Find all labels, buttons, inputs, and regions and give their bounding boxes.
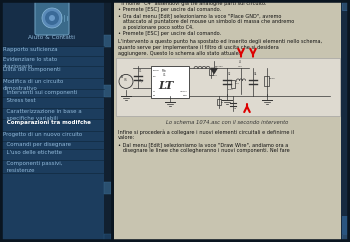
Text: • Premete [ESC] per uscire dal comando.: • Premete [ESC] per uscire dal comando. (118, 31, 221, 36)
Text: 0.?h: 0.?h (238, 66, 242, 68)
Text: Progetto di un nuovo circuito: Progetto di un nuovo circuito (3, 132, 82, 137)
Polygon shape (211, 68, 217, 73)
Text: Stress test: Stress test (3, 98, 36, 103)
Text: Infine si procederà a collegare i nuovi elementi circuitali e definirne il: Infine si procederà a collegare i nuovi … (118, 129, 294, 135)
Text: Evidenziare lo stato
stazionario: Evidenziare lo stato stazionario (3, 57, 57, 68)
Bar (104, 234, 111, 242)
Text: L'intervento a questo punto ha spostato ed inserito degli elementi nello schema,: L'intervento a questo punto ha spostato … (118, 39, 322, 44)
Bar (264, 76, 269, 86)
Text: GND: GND (183, 95, 188, 96)
Bar (116, 58, 340, 116)
Text: valore:: valore: (118, 135, 135, 140)
Bar (209, 69, 213, 76)
Text: disegnare le linee che collegheranno i nuovi componenti. Nel fare: disegnare le linee che collegheranno i n… (118, 148, 290, 153)
Circle shape (45, 11, 59, 25)
Bar (342, 234, 349, 242)
Text: quanto serve per implementare il filtro di uscita che si desidera: quanto serve per implementare il filtro … (118, 45, 279, 50)
Text: 500µ: 500µ (228, 89, 233, 91)
Text: Caratterizzazione in base a
  specifiche variabili: Caratterizzazione in base a specifiche v… (3, 109, 82, 121)
Text: LT1612: LT1612 (180, 91, 188, 92)
Text: C2: C2 (228, 72, 231, 76)
Text: L2: L2 (238, 60, 242, 64)
Bar (104, 85, 111, 97)
Text: SW: SW (153, 76, 157, 77)
Circle shape (49, 15, 55, 21)
Bar (104, 35, 111, 47)
Text: Lista dei componenti: Lista dei componenti (3, 67, 61, 72)
Text: Componenti passivi,
  resistenze: Componenti passivi, resistenze (3, 161, 63, 173)
Text: aggiungere. Questo lo schema allo stato attuale:: aggiungere. Questo lo schema allo stato … (118, 51, 240, 56)
Text: LT: LT (159, 80, 174, 91)
Text: Interventi sui componenti: Interventi sui componenti (3, 90, 77, 95)
Text: a posizionare poco sotto C4.: a posizionare poco sotto C4. (118, 25, 194, 30)
Bar (231, 80, 235, 88)
Text: V2
2.2K: V2 2.2K (235, 81, 240, 83)
Bar (0, 0, 112, 47)
Text: BRS160: BRS160 (215, 66, 224, 67)
Text: R1: R1 (213, 71, 216, 72)
Bar (0, 0, 112, 242)
Text: il nome "C4" assendovi già tre analoghe parti sul circuito.: il nome "C4" assendovi già tre analoghe … (118, 1, 266, 7)
Text: Min: Min (162, 69, 167, 73)
Text: Aiuto & Contatti: Aiuto & Contatti (28, 35, 76, 40)
Circle shape (42, 8, 62, 28)
Bar (342, 2, 349, 10)
Text: Vb: Vb (153, 95, 156, 96)
Text: Ai: Ai (121, 76, 123, 79)
Text: C3: C3 (234, 108, 237, 109)
Text: attaccato al puntatore del mouse un simbolo di massa che andremo: attaccato al puntatore del mouse un simb… (118, 19, 294, 24)
Bar (104, 0, 112, 242)
Text: • Ora dal menu [Edit] selezioniamo la voce "Place GND", avremo: • Ora dal menu [Edit] selezioniamo la vo… (118, 13, 281, 18)
Text: Comandi per disegnare: Comandi per disegnare (3, 142, 71, 147)
Text: Rload: Rload (269, 78, 275, 79)
Text: C4: C4 (254, 72, 257, 76)
Text: Modifica di un circuito
dimostrativo: Modifica di un circuito dimostrativo (3, 79, 63, 91)
Text: Comparazioni tra modifche: Comparazioni tra modifche (3, 120, 91, 125)
Text: 47µ: 47µ (139, 79, 144, 83)
Text: U1: U1 (162, 73, 166, 77)
Bar (217, 99, 221, 106)
Text: C1: C1 (139, 69, 142, 73)
Text: Lo schema 1074.asc con il secondo intervento: Lo schema 1074.asc con il secondo interv… (166, 121, 288, 125)
Text: • Dal menu [Edit] selezioniamo la voce "Draw Wire", andiamo ora a: • Dal menu [Edit] selezioniamo la voce "… (118, 142, 288, 147)
Text: SHDN: SHDN (153, 70, 160, 71)
Text: L'uso delle etichette: L'uso delle etichette (3, 150, 62, 155)
Text: R2
2K: R2 2K (221, 100, 224, 103)
Bar (151, 66, 189, 98)
Bar (341, 0, 350, 242)
Text: • Premete [ESC] per uscire dal comando.: • Premete [ESC] per uscire dal comando. (118, 7, 221, 12)
Text: V1: V1 (124, 78, 128, 82)
Text: 2.2K: 2.2K (213, 75, 218, 76)
Text: Rapporto suficienza: Rapporto suficienza (3, 47, 58, 52)
FancyBboxPatch shape (35, 1, 69, 35)
Bar (342, 216, 349, 234)
Bar (104, 182, 111, 194)
Text: FB: FB (153, 91, 156, 92)
Bar (114, 0, 350, 242)
